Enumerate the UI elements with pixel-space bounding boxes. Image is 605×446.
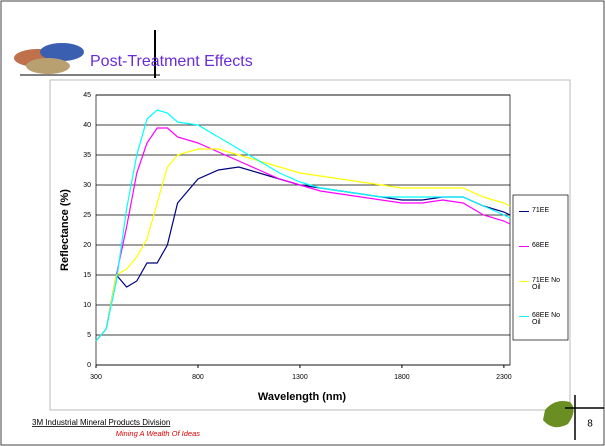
x-tick-label: 800 bbox=[192, 374, 204, 381]
legend-item: 71EE No Oil bbox=[519, 277, 567, 291]
x-axis-title: Wavelength (nm) bbox=[258, 391, 347, 403]
tagline: Mining A Wealth Of Ideas bbox=[116, 429, 201, 438]
y-tick-label: 45 bbox=[83, 92, 91, 99]
legend-item: 68EE bbox=[519, 242, 567, 249]
y-tick-label: 40 bbox=[83, 122, 91, 129]
y-axis-title: Reflectance (%) bbox=[59, 189, 71, 271]
y-tick-label: 5 bbox=[87, 332, 91, 339]
x-tick-label: 300 bbox=[90, 374, 102, 381]
legend-item: 71EE bbox=[519, 207, 567, 214]
legend-swatch bbox=[519, 316, 529, 317]
x-tick-label: 2300 bbox=[496, 374, 512, 381]
slide: Post-Treatment Effects Wavelength (nm) R… bbox=[0, 0, 605, 446]
x-tick-label: 1800 bbox=[394, 374, 410, 381]
y-tick-label: 0 bbox=[87, 362, 91, 369]
legend-label: 68EE No Oil bbox=[532, 312, 567, 326]
slide-title: Post-Treatment Effects bbox=[90, 53, 253, 70]
y-tick-label: 30 bbox=[83, 182, 91, 189]
page-number: 8 bbox=[587, 419, 593, 430]
y-tick-label: 10 bbox=[83, 302, 91, 309]
division: 3M Industrial Mineral Products Division bbox=[32, 418, 170, 427]
y-tick-label: 35 bbox=[83, 152, 91, 159]
x-tick-label: 1300 bbox=[292, 374, 308, 381]
plot-area bbox=[96, 95, 510, 365]
legend-label: 71EE No Oil bbox=[532, 277, 567, 291]
legend-swatch bbox=[519, 281, 529, 282]
legend-label: 68EE bbox=[532, 242, 549, 249]
y-tick-label: 25 bbox=[83, 212, 91, 219]
legend-label: 71EE bbox=[532, 207, 549, 214]
legend-swatch bbox=[519, 211, 529, 212]
y-tick-label: 20 bbox=[83, 242, 91, 249]
y-tick-label: 15 bbox=[83, 272, 91, 279]
logo-sand bbox=[26, 58, 70, 74]
legend-item: 68EE No Oil bbox=[519, 312, 567, 326]
chart: Post-Treatment Effects Wavelength (nm) R… bbox=[0, 0, 605, 446]
legend-swatch bbox=[519, 246, 529, 247]
